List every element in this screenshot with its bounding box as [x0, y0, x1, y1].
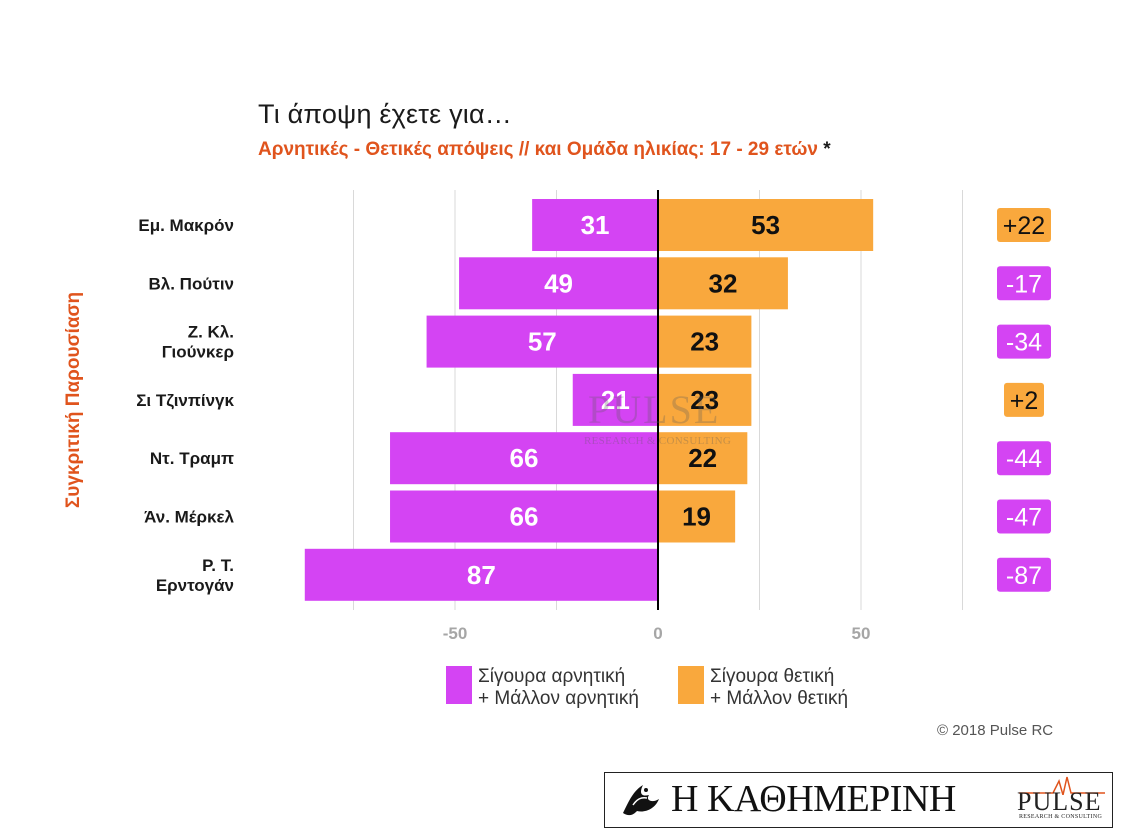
bar-positive: [658, 373, 752, 426]
category-label: Ρ. Τ.: [202, 556, 234, 575]
category-label: Ντ. Τραμπ: [150, 449, 234, 468]
category-label: Εμ. Μακρόν: [138, 216, 234, 235]
bar-negative: [390, 490, 658, 543]
pulse-logo: PULSE RESEARCH & CONSULTING: [1013, 775, 1109, 825]
data-label-negative: 57: [528, 327, 557, 357]
net-badge-label: -47: [1006, 504, 1042, 532]
legend-swatch-positive: [678, 666, 704, 704]
diverging-bar-chart: 31 53 49 32 57 23 21 23 66 22 66 19 87 Εμ. Μακρόν Βλ.…: [136, 190, 1051, 643]
data-label-negative: 66: [510, 502, 539, 532]
category-label: Βλ. Πούτιν: [149, 274, 235, 293]
bar-positive: [658, 257, 788, 310]
bar-positive: [658, 315, 752, 368]
bar-negative: [459, 257, 658, 310]
legend-label-negative: Σίγουρα αρνητική + Μάλλον αρνητική: [478, 666, 639, 709]
category-label: Άν. Μέρκελ: [144, 508, 234, 527]
legend-item-positive: Σίγουρα θετική + Μάλλον θετική: [678, 666, 848, 710]
x-tick-label: 50: [852, 624, 871, 643]
data-label-negative: 21: [601, 385, 630, 415]
net-badge-label: +2: [1010, 387, 1039, 415]
pulse-logo-subtitle: RESEARCH & CONSULTING: [1019, 814, 1103, 820]
net-badge: [997, 441, 1051, 476]
footer-logos: Η ΚΑΘΗΜΕΡΙΝΗ PULSE RESEARCH & CONSULTING: [604, 772, 1113, 828]
net-badge-label: -34: [1006, 329, 1042, 357]
legend-item-negative: Σίγουρα αρνητική + Μάλλον αρνητική: [446, 666, 639, 710]
bar-negative: [426, 315, 658, 368]
x-axis-ticks: -50 0 50: [443, 624, 871, 643]
net-badge: [997, 499, 1051, 534]
category-label: Σι Τζινπίνγκ: [136, 391, 234, 410]
data-label-positive: 32: [708, 268, 737, 298]
grid-lines: [353, 190, 963, 610]
legend-swatch-negative: [446, 666, 472, 704]
category-label: Γιούνκερ: [162, 343, 234, 362]
net-badge: [997, 266, 1051, 301]
data-label-positive: 53: [751, 210, 780, 240]
net-score-badges: +22 -17 -34 +2 -44 -47 -87: [997, 208, 1051, 592]
data-label-negative: 87: [467, 560, 496, 590]
category-label: Ζ. Κλ.: [188, 323, 234, 342]
kathimerini-emblem-icon: [623, 785, 659, 816]
data-label-positive: 23: [690, 327, 719, 357]
x-tick-label: 0: [653, 624, 662, 643]
net-badge: [1004, 382, 1044, 417]
data-label-positive: 19: [682, 502, 711, 532]
net-badge-label: -17: [1006, 270, 1042, 298]
data-label-negative: 66: [510, 443, 539, 473]
pulse-logo-word: PULSE: [1017, 787, 1102, 816]
subtitle-asterisk: *: [823, 139, 831, 160]
bar-negative: [532, 199, 658, 251]
data-label-negative: 31: [581, 210, 610, 240]
bars: [304, 199, 874, 601]
data-label-positive: 23: [690, 385, 719, 415]
data-label-negative: 49: [544, 268, 573, 298]
net-badge: [997, 324, 1051, 359]
bar-negative: [390, 432, 658, 485]
category-labels: Εμ. Μακρόν Βλ. Πούτιν Ζ. Κλ.Γιούνκερ Σι Τζι…: [136, 216, 234, 595]
bar-positive: [658, 199, 874, 251]
legend-label-positive: Σίγουρα θετική + Μάλλον θετική: [710, 666, 849, 709]
chart-subtitle: Αρνητικές - Θετικές απόψεις // και Ομάδα…: [258, 139, 831, 161]
category-label: Ερντογάν: [156, 576, 234, 595]
kathimerini-logo: Η ΚΑΘΗΜΕΡΙΝΗ: [671, 778, 956, 820]
net-badge-label: -87: [1006, 562, 1042, 590]
bar-negative: [304, 548, 658, 601]
net-badge: [997, 557, 1051, 592]
data-label-positive: 22: [688, 443, 717, 473]
net-badge-label: +22: [1003, 212, 1045, 240]
bar-negative: [572, 373, 658, 426]
copyright-notice: © 2018 Pulse RC: [937, 722, 1054, 739]
net-badge: [997, 208, 1051, 242]
bar-positive: [658, 432, 748, 485]
pulse-heartbeat-icon: [1019, 776, 1105, 795]
chart-title: Τι άποψη έχετε για…: [258, 99, 512, 129]
subtitle-text: Αρνητικές - Θετικές απόψεις // και Ομάδα…: [258, 139, 818, 160]
x-tick-label: -50: [443, 624, 468, 643]
data-labels: 31 53 49 32 57 23 21 23 66 22 66 19 87: [467, 210, 780, 590]
net-badge-label: -44: [1006, 445, 1042, 473]
bar-positive: [658, 490, 736, 543]
